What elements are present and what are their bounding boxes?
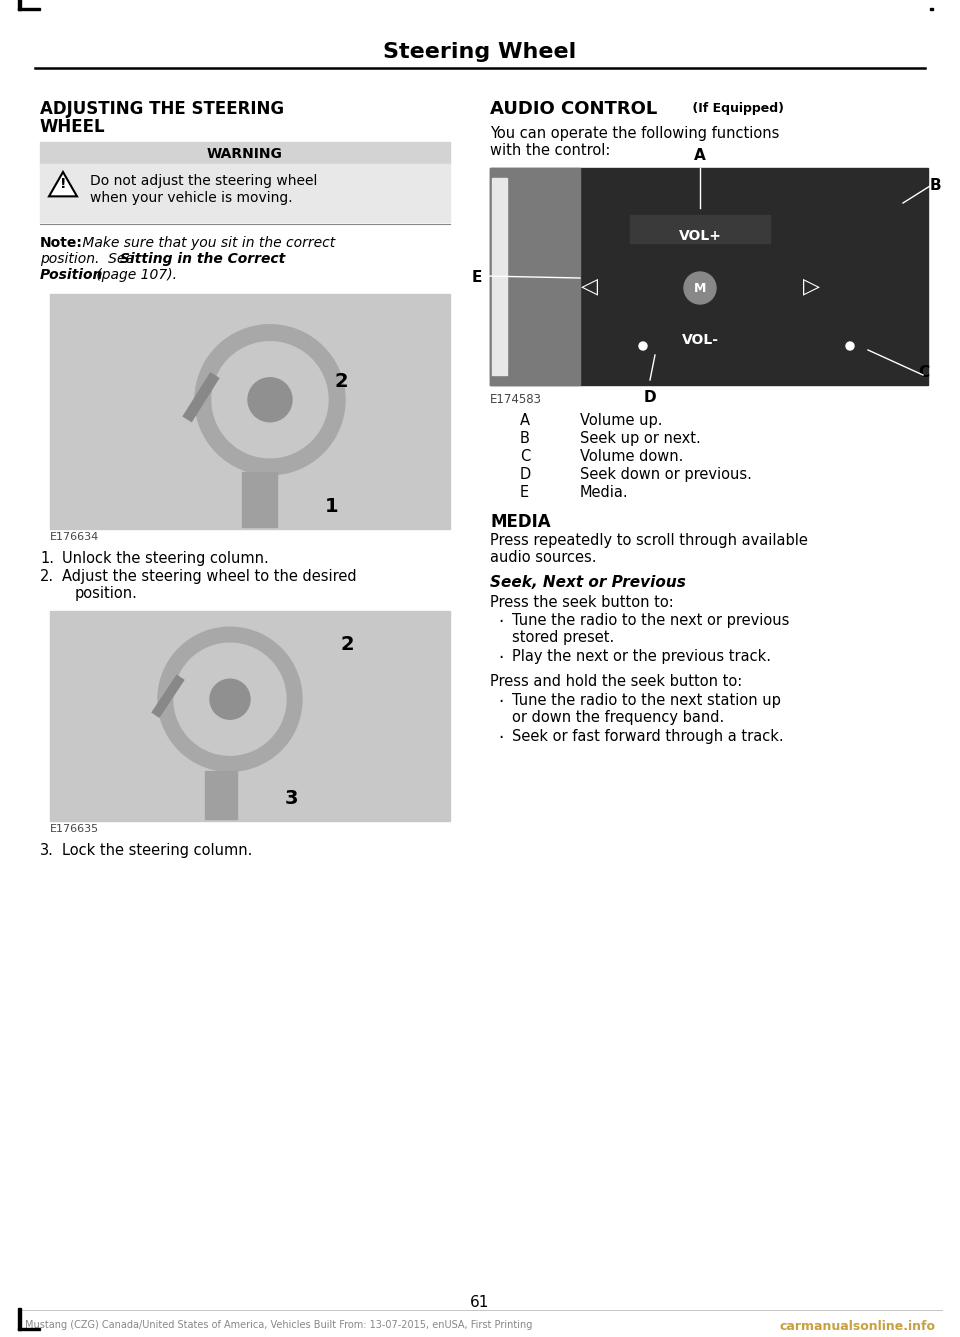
- Text: position.  See: position. See: [40, 251, 138, 266]
- Text: 3.: 3.: [40, 844, 54, 858]
- Bar: [490, 168, 928, 385]
- Text: carmanualsonline.info: carmanualsonline.info: [779, 1320, 935, 1333]
- Text: Do not adjust the steering wheel: Do not adjust the steering wheel: [90, 174, 318, 189]
- Text: !: !: [60, 178, 66, 191]
- Text: Sitting in the Correct: Sitting in the Correct: [120, 251, 285, 266]
- Text: ·: ·: [498, 693, 503, 711]
- Bar: [205, 771, 237, 820]
- Circle shape: [210, 679, 250, 719]
- Circle shape: [639, 342, 647, 350]
- Text: E176634: E176634: [50, 532, 99, 541]
- Bar: [630, 215, 770, 243]
- Text: ADJUSTING THE STEERING: ADJUSTING THE STEERING: [40, 100, 284, 118]
- Circle shape: [684, 271, 716, 303]
- Text: Tune the radio to the next or previous: Tune the radio to the next or previous: [512, 612, 789, 628]
- Bar: [50, 611, 450, 821]
- Polygon shape: [195, 325, 345, 475]
- Bar: [242, 472, 277, 527]
- Text: ·: ·: [498, 648, 503, 667]
- Text: 61: 61: [470, 1296, 490, 1310]
- Text: with the control:: with the control:: [490, 143, 611, 158]
- Text: (page 107).: (page 107).: [92, 267, 177, 282]
- Bar: [40, 164, 450, 222]
- Text: ·: ·: [498, 729, 503, 747]
- Text: AUDIO CONTROL: AUDIO CONTROL: [490, 100, 658, 118]
- Bar: [18, 1308, 20, 1330]
- Bar: [490, 168, 580, 385]
- Text: Seek, Next or Previous: Seek, Next or Previous: [490, 575, 685, 590]
- Text: B: B: [520, 431, 530, 447]
- Text: B: B: [930, 178, 942, 193]
- Text: Press and hold the seek button to:: Press and hold the seek button to:: [490, 674, 742, 689]
- Text: ▷: ▷: [804, 275, 821, 295]
- Polygon shape: [212, 342, 328, 457]
- Text: audio sources.: audio sources.: [490, 550, 596, 566]
- Text: 1: 1: [325, 497, 339, 516]
- Text: ·: ·: [498, 612, 503, 631]
- Circle shape: [248, 378, 292, 421]
- Text: 1.: 1.: [40, 551, 54, 566]
- Text: D: D: [644, 390, 657, 405]
- Text: 2: 2: [335, 372, 348, 392]
- Polygon shape: [49, 172, 77, 197]
- Text: Press the seek button to:: Press the seek button to:: [490, 595, 674, 610]
- Text: Seek up or next.: Seek up or next.: [580, 431, 701, 447]
- Text: 3: 3: [285, 790, 299, 809]
- Text: WHEEL: WHEEL: [40, 118, 106, 136]
- Text: Position: Position: [40, 267, 104, 282]
- Bar: [492, 178, 507, 374]
- Text: C: C: [520, 449, 530, 464]
- Text: ◁: ◁: [582, 275, 599, 295]
- Text: Tune the radio to the next station up: Tune the radio to the next station up: [512, 693, 780, 709]
- Bar: [50, 294, 450, 529]
- Text: Adjust the steering wheel to the desired: Adjust the steering wheel to the desired: [62, 570, 356, 584]
- Text: E174583: E174583: [490, 393, 542, 406]
- Text: WARNING: WARNING: [207, 147, 283, 160]
- Text: E: E: [520, 485, 529, 500]
- Text: Steering Wheel: Steering Wheel: [383, 41, 577, 62]
- Text: E: E: [471, 270, 482, 286]
- Text: M: M: [694, 282, 707, 294]
- Text: 2: 2: [340, 635, 353, 654]
- Text: VOL-: VOL-: [682, 333, 718, 348]
- Text: MEDIA: MEDIA: [490, 513, 551, 531]
- Text: Media.: Media.: [580, 485, 629, 500]
- Polygon shape: [158, 627, 302, 771]
- Text: D: D: [520, 467, 531, 483]
- Text: Seek or fast forward through a track.: Seek or fast forward through a track.: [512, 729, 783, 743]
- Text: Seek down or previous.: Seek down or previous.: [580, 467, 752, 483]
- Bar: [18, 8, 40, 9]
- Text: position.: position.: [75, 586, 138, 602]
- Text: C: C: [918, 365, 929, 380]
- Text: Make sure that you sit in the correct: Make sure that you sit in the correct: [78, 237, 335, 250]
- Text: Mustang (CZG) Canada/United States of America, Vehicles Built From: 13-07-2015, : Mustang (CZG) Canada/United States of Am…: [25, 1320, 533, 1330]
- Text: or down the frequency band.: or down the frequency band.: [512, 710, 724, 725]
- Text: stored preset.: stored preset.: [512, 630, 614, 644]
- Text: Unlock the steering column.: Unlock the steering column.: [62, 551, 269, 566]
- Text: Volume up.: Volume up.: [580, 413, 662, 428]
- Text: A: A: [520, 413, 530, 428]
- Text: A: A: [694, 148, 706, 163]
- Text: You can operate the following functions: You can operate the following functions: [490, 126, 780, 140]
- Text: Play the next or the previous track.: Play the next or the previous track.: [512, 648, 771, 664]
- Text: Note:: Note:: [40, 237, 83, 250]
- Text: Volume down.: Volume down.: [580, 449, 684, 464]
- Bar: [40, 142, 450, 164]
- Text: Lock the steering column.: Lock the steering column.: [62, 844, 252, 858]
- Bar: [18, 0, 20, 9]
- Text: (If Equipped): (If Equipped): [688, 102, 784, 115]
- Polygon shape: [174, 643, 286, 755]
- Circle shape: [846, 342, 854, 350]
- Text: Press repeatedly to scroll through available: Press repeatedly to scroll through avail…: [490, 533, 808, 548]
- Bar: [930, 8, 932, 9]
- Bar: [18, 1328, 40, 1330]
- Text: VOL+: VOL+: [679, 229, 721, 243]
- Text: when your vehicle is moving.: when your vehicle is moving.: [90, 191, 293, 205]
- Text: 2.: 2.: [40, 570, 54, 584]
- Text: E176635: E176635: [50, 824, 99, 834]
